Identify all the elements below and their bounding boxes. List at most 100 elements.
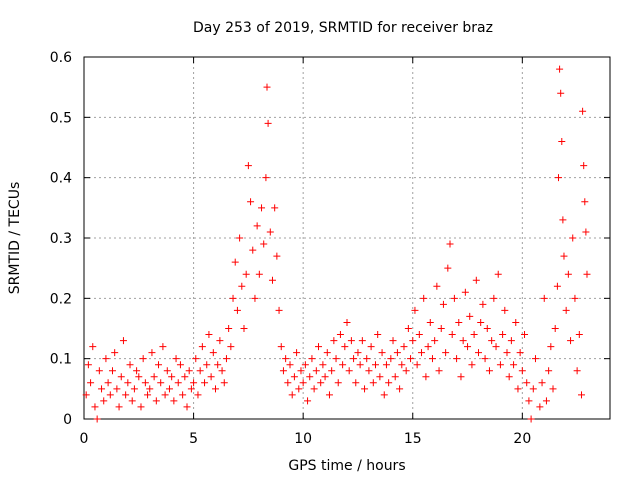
data-point (542, 397, 550, 405)
data-point (139, 355, 147, 363)
data-point (483, 325, 491, 332)
data-point (299, 379, 307, 387)
data-point (505, 373, 513, 381)
data-point (207, 373, 215, 381)
data-point (402, 367, 410, 375)
data-point (203, 361, 211, 369)
data-point (385, 379, 393, 387)
data-point (433, 282, 441, 290)
data-point (225, 325, 233, 332)
data-point (472, 276, 480, 284)
data-point (485, 367, 493, 375)
data-point (350, 355, 358, 363)
data-point (249, 246, 257, 254)
data-point (494, 270, 502, 278)
data-point (418, 349, 426, 357)
data-point (227, 343, 235, 351)
data-point (262, 174, 270, 182)
x-tick-label: 0 (80, 431, 89, 447)
data-point (315, 343, 323, 351)
data-point (466, 312, 474, 320)
data-point (128, 397, 136, 405)
data-point (258, 204, 266, 212)
data-point (100, 397, 108, 405)
data-point (371, 361, 379, 369)
x-tick-label: 5 (189, 431, 198, 447)
data-point (113, 385, 121, 393)
data-point (499, 331, 507, 339)
data-point (286, 361, 294, 369)
data-point (400, 343, 408, 351)
data-point (242, 270, 250, 278)
data-point (93, 415, 101, 423)
data-point (201, 379, 209, 387)
data-point (304, 397, 312, 405)
y-tick-label: 0.4 (50, 171, 72, 187)
data-point (581, 198, 589, 206)
data-point (212, 385, 219, 393)
data-point (358, 337, 366, 345)
data-point (310, 385, 318, 393)
data-point (496, 361, 504, 369)
data-point (415, 331, 423, 339)
data-point (152, 397, 160, 405)
data-point (540, 294, 548, 302)
data-point (557, 89, 565, 97)
y-tick-label: 0.3 (50, 231, 72, 247)
data-point (435, 367, 443, 375)
data-point (549, 385, 557, 393)
data-point (556, 65, 564, 73)
data-point (172, 355, 180, 363)
y-tick-label: 0.1 (50, 352, 72, 368)
data-point (266, 228, 274, 236)
data-point (98, 385, 106, 393)
data-point (523, 379, 531, 387)
data-point (148, 349, 156, 357)
data-point (115, 403, 123, 411)
data-point (481, 355, 489, 363)
data-point (455, 318, 463, 326)
data-point (450, 294, 458, 302)
data-point (374, 331, 382, 339)
data-point (179, 391, 187, 399)
data-point (345, 367, 353, 375)
data-point (277, 343, 285, 351)
y-tick-label: 0.6 (50, 50, 72, 66)
data-point (547, 343, 555, 351)
data-point (104, 379, 112, 387)
data-point (512, 318, 520, 326)
data-point (176, 361, 184, 369)
data-point (106, 391, 114, 399)
plot-frame (83, 56, 611, 420)
data-point (174, 379, 182, 387)
data-point (578, 391, 586, 399)
data-point (95, 367, 103, 375)
data-point (501, 306, 509, 314)
data-point (365, 367, 373, 375)
data-point (382, 361, 390, 369)
x-tick-label: 20 (513, 431, 531, 447)
data-point (282, 355, 290, 363)
data-point (288, 391, 296, 399)
data-point (431, 337, 439, 345)
data-point (424, 343, 432, 351)
data-point (163, 367, 171, 375)
data-point (124, 379, 132, 387)
data-point (284, 379, 292, 387)
data-point (536, 403, 544, 411)
data-point (554, 174, 562, 182)
data-point (558, 137, 566, 145)
data-point (488, 337, 496, 345)
data-point (216, 337, 224, 345)
data-point (328, 367, 336, 375)
data-point (187, 385, 195, 393)
data-point (157, 379, 165, 387)
data-point (516, 349, 524, 357)
data-point (527, 415, 535, 423)
data-point (518, 367, 526, 375)
y-axis-label: SRMTID / TECUs (7, 182, 23, 295)
data-point (244, 162, 252, 170)
data-point (378, 349, 386, 357)
data-point (490, 294, 498, 302)
